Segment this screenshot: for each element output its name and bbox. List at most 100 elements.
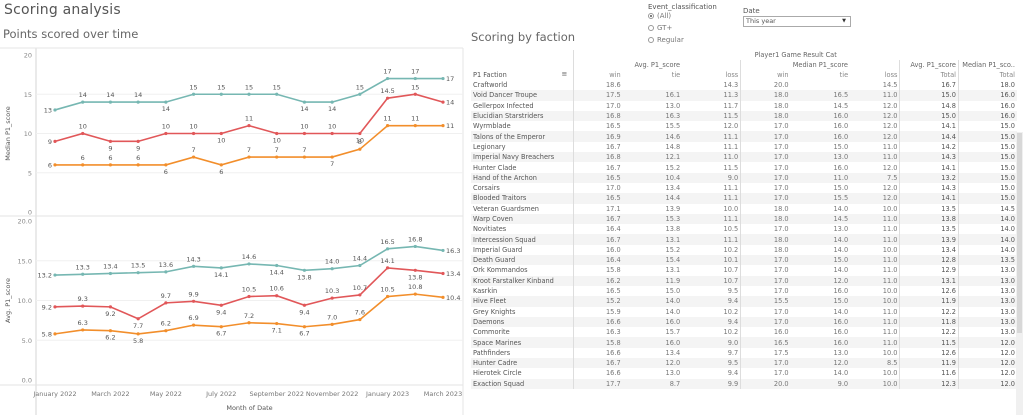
table-row[interactable]: Craftworld 18.6 14.3 20.0 14.5 16.7 18.0 [471, 80, 1017, 91]
data-label-loss: 7 [275, 146, 279, 154]
row-header-p1-faction[interactable]: P1 Faction ≡ [471, 70, 574, 80]
cell-win: 17.0 [740, 152, 791, 163]
table-row[interactable]: Legionary 16.7 14.8 11.1 17.0 15.0 11.0 14.2 15.… [471, 141, 1017, 153]
cell-total: 12.0 [957, 347, 1017, 359]
x-tick-label: March 2022 [91, 390, 129, 398]
faction-name: Craftworld [473, 81, 508, 90]
table-row[interactable]: Space Marines 15.8 16.0 9.0 16.5 16.0 11.0 11.5… [471, 337, 1017, 348]
cell-win: 17.0 [740, 193, 791, 204]
cell-tie: 8.7 [622, 378, 683, 389]
table-row[interactable]: Imperial Navy Breachers 16.8 12.1 11.0 17.0 1… [471, 152, 1017, 163]
data-label-win: 14 [79, 91, 87, 99]
data-point-tie [191, 131, 196, 136]
table-row[interactable]: Corsairs 17.0 13.4 11.1 17.0 15.0 12.0 14.3 15.0 [471, 182, 1017, 194]
table-row[interactable]: Kasrkin 16.5 15.0 9.5 17.0 16.0 10.0 12.6 13.0 [471, 285, 1017, 297]
radio-unselected-icon [648, 37, 654, 43]
data-point-loss [385, 294, 390, 299]
table-row[interactable]: Grey Knights 15.9 14.0 10.2 17.0 14.0 11.0 12.2… [471, 306, 1017, 317]
cell-tie: 13.4 [665, 348, 681, 357]
cell-total: 14.1 [899, 162, 959, 173]
table-row[interactable]: Imperial Guard 16.0 15.2 10.2 18.0 14.0 10.0 13… [471, 244, 1017, 256]
table-row[interactable]: Kroot Farstalker Kinband 16.2 11.9 10.7 17.0… [471, 275, 1017, 286]
data-label-win: 16.8 [408, 235, 422, 243]
table-row[interactable]: Death Guard 16.4 15.4 10.1 17.0 15.0 11.0 12.8 1… [471, 255, 1017, 266]
data-label-tie: 15 [411, 83, 419, 91]
dropdown-arrow-icon: ▼ [842, 18, 846, 24]
data-point-win [358, 92, 362, 96]
cell-win: 17.0 [740, 172, 791, 183]
data-point-loss [330, 155, 334, 159]
table-row[interactable]: Novitiates 16.4 13.8 10.5 17.0 13.0 11.0 13.5 14… [471, 224, 1017, 235]
table-row[interactable]: Hive Fleet 15.2 14.0 9.4 15.5 15.0 10.0 11.9 13.… [471, 296, 1017, 307]
radio-option-gt-plus[interactable]: GT+ [648, 24, 672, 32]
cell-tie: 15.0 [790, 255, 851, 266]
radio-option-all[interactable]: (All) [648, 12, 671, 20]
table-row[interactable]: Talons of the Emperor 16.9 14.6 11.1 17.0 16.… [471, 131, 1017, 142]
cell-win: 16.0 [740, 327, 791, 338]
x-axis-title: Month of Date [226, 404, 272, 412]
data-point-tie [219, 303, 223, 307]
table-row[interactable]: Warp Coven 16.7 15.3 11.1 18.0 14.5 11.0 13.8 14… [471, 213, 1017, 225]
cell-loss: 10.7 [723, 266, 739, 275]
table-row[interactable]: Pathfinders 16.6 13.4 9.7 17.5 13.0 10.0 12.6 12… [471, 347, 1017, 359]
radio-label: (All) [657, 12, 672, 20]
table-row[interactable]: Wyrmblade 16.5 15.5 12.0 17.0 16.0 12.0 14.1 15.… [471, 121, 1017, 132]
table-row[interactable]: Ork Kommandos 15.8 13.1 10.7 17.0 14.0 11.0 12.… [471, 265, 1017, 276]
table-row[interactable]: Exaction Squad 17.7 8.7 9.9 20.0 9.0 10.0 12.3 1… [471, 378, 1017, 389]
table-row[interactable]: Void Dancer Troupe 17.5 16.1 11.3 18.0 16.5 11… [471, 90, 1017, 101]
sort-icon[interactable]: ≡ [561, 70, 568, 78]
faction-name: Pathfinders [473, 348, 511, 357]
cell-win: 17.5 [740, 347, 791, 359]
table-row[interactable]: Intercession Squad 16.7 13.1 11.1 18.0 14.0 11… [471, 234, 1017, 245]
table-row[interactable]: Hunter Cadre 16.7 12.0 9.5 17.0 12.0 8.5 11.9 12… [471, 358, 1017, 369]
table-row[interactable]: Gellerpox Infected 17.0 13.0 11.7 18.0 14.5 12… [471, 100, 1017, 111]
faction-name: Hunter Cadre [471, 358, 574, 369]
table-row[interactable]: Hand of the Archon 16.5 10.4 9.0 17.0 11.0 7.5… [471, 172, 1017, 183]
table-row[interactable]: Commorite 16.3 15.7 10.2 16.0 16.0 11.0 12.2 13.… [471, 327, 1017, 338]
cell-total: 12.0 [957, 378, 1017, 389]
data-point-win [275, 92, 279, 96]
radio-label: GT+ [657, 24, 673, 32]
cell-total: 14.8 [899, 100, 959, 111]
data-point-tie [302, 303, 307, 307]
data-label-tie: 9 [108, 144, 112, 152]
table-scrollbar-thumb[interactable] [1017, 133, 1022, 333]
data-label-win: 15 [245, 83, 253, 91]
cell-tie: 12.0 [622, 358, 683, 369]
cell-tie: 15.5 [665, 122, 681, 131]
radio-option-regular[interactable]: Regular [648, 36, 684, 44]
table-row[interactable]: Daemons 16.6 16.0 9.4 17.0 16.0 11.0 11.8 13.0 [471, 316, 1017, 328]
radio-unselected-icon [648, 25, 654, 31]
data-point-win [441, 76, 445, 81]
y-tick-label: 10.0 [18, 297, 32, 305]
cell-win: 18.0 [740, 244, 791, 256]
column-header-tie: tie [839, 71, 849, 79]
table-row[interactable]: Blooded Traitors 16.5 14.4 11.1 17.0 15.5 12.0… [471, 193, 1017, 204]
cell-loss: 10.0 [882, 245, 898, 254]
cell-total: 16.0 [957, 100, 1017, 111]
table-row[interactable]: Hierotek Circle 16.6 13.0 9.4 17.0 14.0 10.0 11… [471, 368, 1017, 379]
data-label-win: 17 [411, 68, 419, 76]
y-tick-label: 20 [24, 52, 32, 60]
data-point-win [53, 273, 57, 277]
y-tick-label: 20.0 [18, 218, 32, 226]
cell-total: 14.1 [899, 121, 959, 132]
data-point-loss [441, 124, 445, 128]
cell-total: 11.9 [899, 296, 959, 307]
data-point-loss [441, 295, 445, 299]
cell-win: 17.0 [740, 141, 791, 153]
table-row[interactable]: Veteran Guardsmen 17.1 13.9 10.0 18.0 14.0 10.… [471, 203, 1017, 214]
data-point-win [247, 92, 251, 96]
cell-tie: 15.3 [622, 213, 683, 225]
data-point-tie [275, 294, 279, 298]
cell-loss: 10.0 [882, 204, 898, 213]
data-label-tie: 11 [245, 115, 253, 123]
table-row[interactable]: Hunter Clade 16.7 15.2 11.5 17.0 16.0 12.0 14.1… [471, 162, 1017, 173]
data-label-win: 13.2 [38, 272, 52, 280]
data-point-loss [219, 163, 223, 167]
y-tick-label: 0.0 [22, 377, 32, 385]
table-row[interactable]: Elucidian Starstriders 16.8 16.3 11.5 18.0 16… [471, 110, 1017, 122]
cell-tie: 14.0 [790, 234, 851, 245]
cell-total: 11.5 [899, 337, 959, 348]
date-dropdown[interactable]: This year ▼ [743, 16, 851, 27]
